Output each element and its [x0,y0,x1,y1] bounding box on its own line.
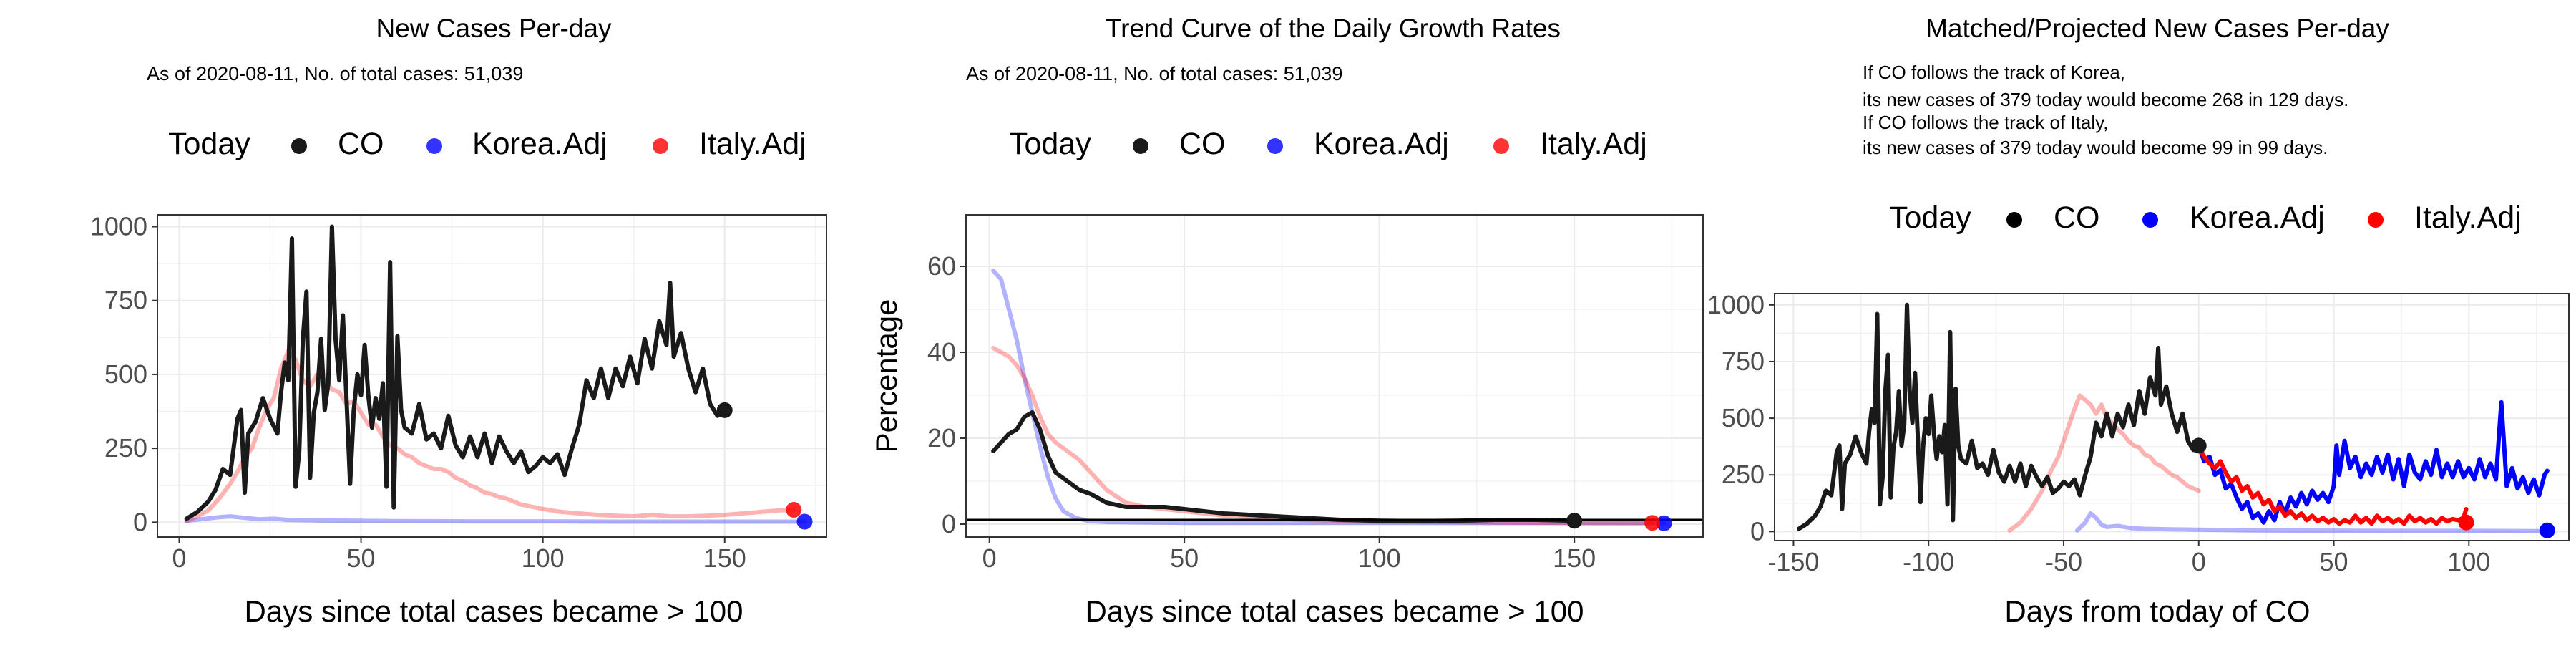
y-tick-label: 1000 [1707,290,1765,319]
chart-title: Matched/Projected New Cases Per-day [1926,14,2389,43]
y-tick-label: 500 [1722,403,1765,432]
series-line-korea-adj [991,269,1667,526]
series-line-italy-adj [2196,443,2469,526]
y-tick-label: 0 [133,507,147,536]
x-tick-label: 50 [347,543,376,573]
legend-key-italy [2368,212,2384,228]
x-tick-label: 0 [2192,547,2206,576]
x-tick-label: 100 [1358,543,1401,573]
x-axis-label: Days from today of CO [2004,594,2310,628]
axis-ticks: 0 50 100 150 0 20 40 60 [927,251,1596,573]
legend-key-co [1133,138,1148,154]
series-line-co [1797,302,2201,531]
x-tick-label: 100 [2447,547,2490,576]
plot-lines [1797,302,2555,538]
panel-projected-cases: Matched/Projected New Cases Per-day If C… [1707,14,2570,628]
x-tick-label: 100 [522,543,565,573]
grid [157,215,826,537]
y-tick-label: 750 [1722,347,1765,376]
x-tick-label: 50 [1170,543,1199,573]
legend-key-co [2006,212,2022,228]
y-axis-label: Percentage [869,299,903,453]
y-tick-label: 250 [104,433,147,463]
endpoint-marker-korea-adj [2539,522,2555,538]
x-axis-label: Days since total cases became > 100 [1085,594,1584,628]
x-tick-label: 150 [703,543,746,573]
y-tick-label: 500 [104,359,147,389]
endpoint-marker-italy-adj [2458,514,2474,531]
legend-key-korea [426,138,442,154]
grid [966,215,1703,537]
chart-title: Trend Curve of the Daily Growth Rates [1106,14,1561,43]
legend-label-korea: Korea.Adj [2190,200,2325,235]
legend-label-korea: Korea.Adj [1314,127,1449,161]
series-line-korea-adj [184,514,807,524]
series-line-korea-adj [2074,511,2550,533]
y-tick-label: 40 [927,337,956,367]
endpoint-marker-korea-adj [796,513,813,530]
legend-label-co: CO [338,127,384,161]
endpoint-marker-korea-adj [1656,515,1672,531]
legend-label-italy: Italy.Adj [2414,200,2522,235]
legend-key-italy [1493,138,1509,154]
panel-growth-rates: Trend Curve of the Daily Growth Rates As… [869,14,1704,628]
endpoint-marker-co [2190,437,2207,454]
annotation-line: its new cases of 379 today would become … [1863,137,2328,158]
axis-ticks: 0 50 100 150 0 250 500 750 1000 [90,212,746,573]
x-tick-label: 0 [172,543,186,573]
legend-key-korea [2142,212,2158,228]
x-tick-label: 50 [2320,547,2348,576]
legend-label-co: CO [1179,127,1226,161]
plot-lines [966,269,1703,531]
legend-title: Today [1009,127,1091,161]
legend-key-co [291,138,307,154]
series-line-co [991,410,1577,523]
y-tick-label: 1000 [90,212,147,241]
endpoint-marker-italy-adj [786,502,802,518]
x-tick-label: -50 [2045,547,2082,576]
legend-key-korea [1267,138,1283,154]
annotation-line: If CO follows the track of Italy, [1863,112,2108,133]
x-tick-label: 0 [982,543,997,573]
y-tick-label: 0 [942,509,956,538]
panel-border [157,214,827,538]
annotation-line: its new cases of 379 today would become … [1863,89,2348,110]
panel-border [1774,293,2570,541]
panel-border [965,214,1704,538]
x-tick-label: -150 [1767,547,1819,576]
panel-new-cases: New Cases Per-day As of 2020-08-11, No. … [90,14,827,628]
endpoint-marker-co [716,402,733,418]
endpoint-marker-co [1566,513,1583,529]
y-tick-label: 250 [1722,460,1765,489]
series-line-italy-adj [184,348,796,523]
legend-label-co: CO [2054,200,2100,235]
annotation-line: If CO follows the track of Korea, [1863,62,2125,83]
legend-title: Today [168,127,250,161]
chart-subtitle: As of 2020-08-11, No. of total cases: 51… [147,63,523,84]
y-tick-label: 0 [1750,516,1765,546]
series-line-korea-adj [2196,400,2550,525]
y-tick-label: 60 [927,251,956,281]
x-tick-label: -100 [1903,547,1954,576]
series-line-co [184,224,727,521]
legend-label-korea: Korea.Adj [472,127,608,161]
x-tick-label: 150 [1553,543,1596,573]
chart-subtitle: As of 2020-08-11, No. of total cases: 51… [966,63,1342,84]
y-tick-label: 750 [104,286,147,315]
endpoint-marker-italy-adj [1644,515,1661,531]
plot-lines [184,224,813,530]
legend-title: Today [1889,200,1971,235]
legend-label-italy: Italy.Adj [1540,127,1647,161]
y-tick-label: 20 [927,423,956,453]
x-axis-label: Days since total cases became > 100 [245,594,743,628]
legend-key-italy [653,138,668,154]
legend-label-italy: Italy.Adj [699,127,806,161]
chart-title: New Cases Per-day [376,14,612,43]
